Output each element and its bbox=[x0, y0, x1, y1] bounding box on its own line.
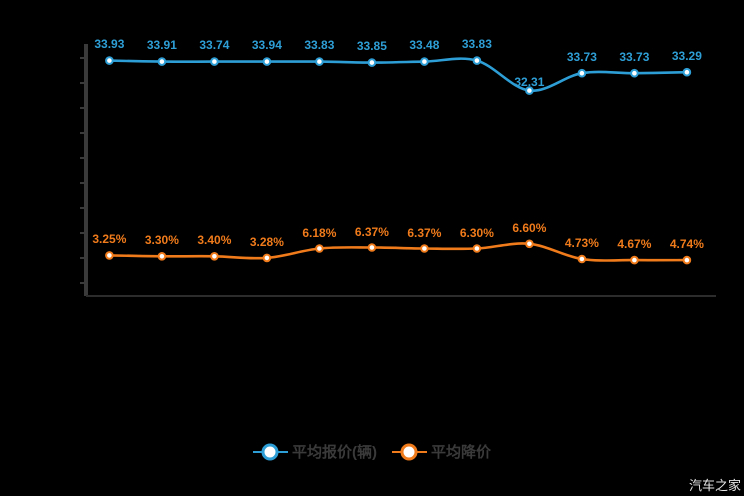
svg-text:汽车之家: 汽车之家 bbox=[689, 478, 741, 493]
svg-text:33.83: 33.83 bbox=[304, 38, 334, 52]
svg-text:33.91: 33.91 bbox=[147, 38, 177, 52]
svg-text:33.73: 33.73 bbox=[567, 50, 597, 64]
svg-text:6.37%: 6.37% bbox=[355, 225, 389, 239]
svg-text:平均报价(辆): 平均报价(辆) bbox=[292, 443, 377, 461]
svg-text:平均降价: 平均降价 bbox=[431, 443, 492, 461]
svg-text:33.48: 33.48 bbox=[409, 38, 439, 52]
svg-text:4.73%: 4.73% bbox=[565, 236, 599, 250]
svg-text:33.73: 33.73 bbox=[619, 50, 649, 64]
svg-text:6.18%: 6.18% bbox=[302, 226, 336, 240]
svg-text:3.40%: 3.40% bbox=[197, 233, 231, 247]
svg-text:32.31: 32.31 bbox=[514, 75, 544, 89]
svg-text:6.60%: 6.60% bbox=[512, 221, 546, 235]
svg-text:33.85: 33.85 bbox=[357, 39, 387, 53]
svg-text:33.74: 33.74 bbox=[199, 38, 229, 52]
svg-text:3.25%: 3.25% bbox=[92, 232, 126, 246]
svg-text:3.30%: 3.30% bbox=[145, 233, 179, 247]
svg-text:33.83: 33.83 bbox=[462, 37, 492, 51]
svg-text:33.93: 33.93 bbox=[94, 37, 124, 51]
svg-text:33.94: 33.94 bbox=[252, 38, 282, 52]
svg-text:6.30%: 6.30% bbox=[460, 226, 494, 240]
svg-text:33.29: 33.29 bbox=[672, 49, 702, 63]
svg-text:6.37%: 6.37% bbox=[407, 226, 441, 240]
svg-text:4.67%: 4.67% bbox=[617, 237, 651, 251]
svg-text:3.28%: 3.28% bbox=[250, 235, 284, 249]
svg-text:4.74%: 4.74% bbox=[670, 237, 704, 251]
